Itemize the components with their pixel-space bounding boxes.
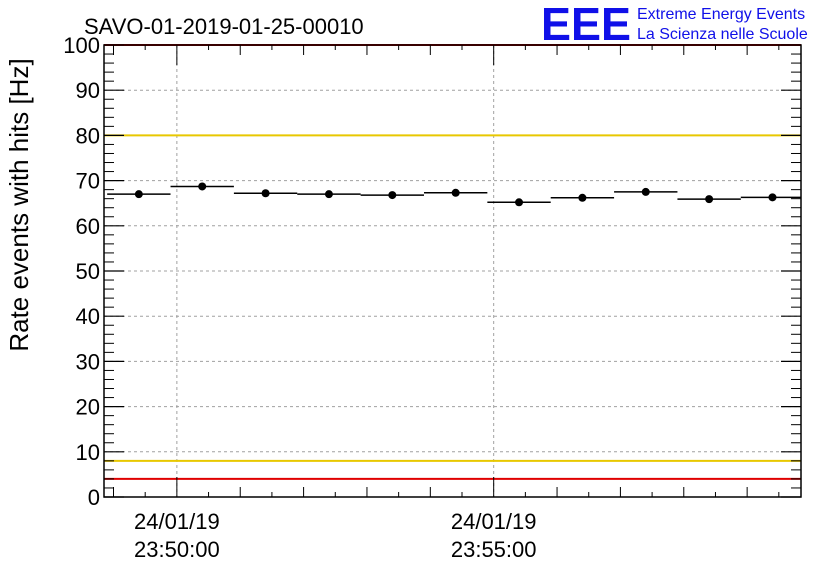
data-point [261,189,270,198]
logo-line1: Extreme Energy Events [637,6,805,23]
y-tick-label: 20 [76,395,100,420]
data-point [705,195,714,204]
y-tick-label: 0 [88,485,100,510]
y-tick-label: 50 [76,259,100,284]
data-point [768,193,777,202]
data-point [515,198,524,207]
data-point [198,182,207,191]
x-tick-date: 24/01/19 [134,509,220,534]
chart-title: SAVO-01-2019-01-25-00010 [84,14,364,39]
y-tick-label: 100 [63,33,100,58]
y-tick-labels: 0 10 20 30 40 50 60 70 80 90 100 [63,33,100,510]
data-point [578,193,587,202]
data-point [388,191,397,200]
y-axis-label: Rate events with hits [Hz] [4,58,34,351]
y-tick-label: 10 [76,440,100,465]
data-point [324,190,333,199]
x-tick-labels: 24/01/19 23:50:00 24/01/19 23:55:00 [134,509,536,562]
reference-lines [104,44,801,480]
grid [104,45,801,497]
x-tick-time: 23:55:00 [451,537,537,562]
axis-ticks [104,44,801,498]
data-point [134,190,143,199]
data-point [451,188,460,197]
y-tick-label: 60 [76,214,100,239]
eee-logo: EEE Extreme Energy Events La Scienza nel… [541,0,808,50]
y-tick-label: 40 [76,304,100,329]
x-tick-time: 23:50:00 [134,537,220,562]
x-tick-date: 24/01/19 [451,509,537,534]
data-point [641,187,650,196]
logo-mark: EEE [541,0,631,50]
y-tick-label: 80 [76,123,100,148]
y-tick-label: 90 [76,78,100,103]
y-tick-label: 30 [76,349,100,374]
y-tick-label: 70 [76,169,100,194]
logo-line2: La Scienza nelle Scuole [637,26,808,43]
data-series [107,182,801,207]
